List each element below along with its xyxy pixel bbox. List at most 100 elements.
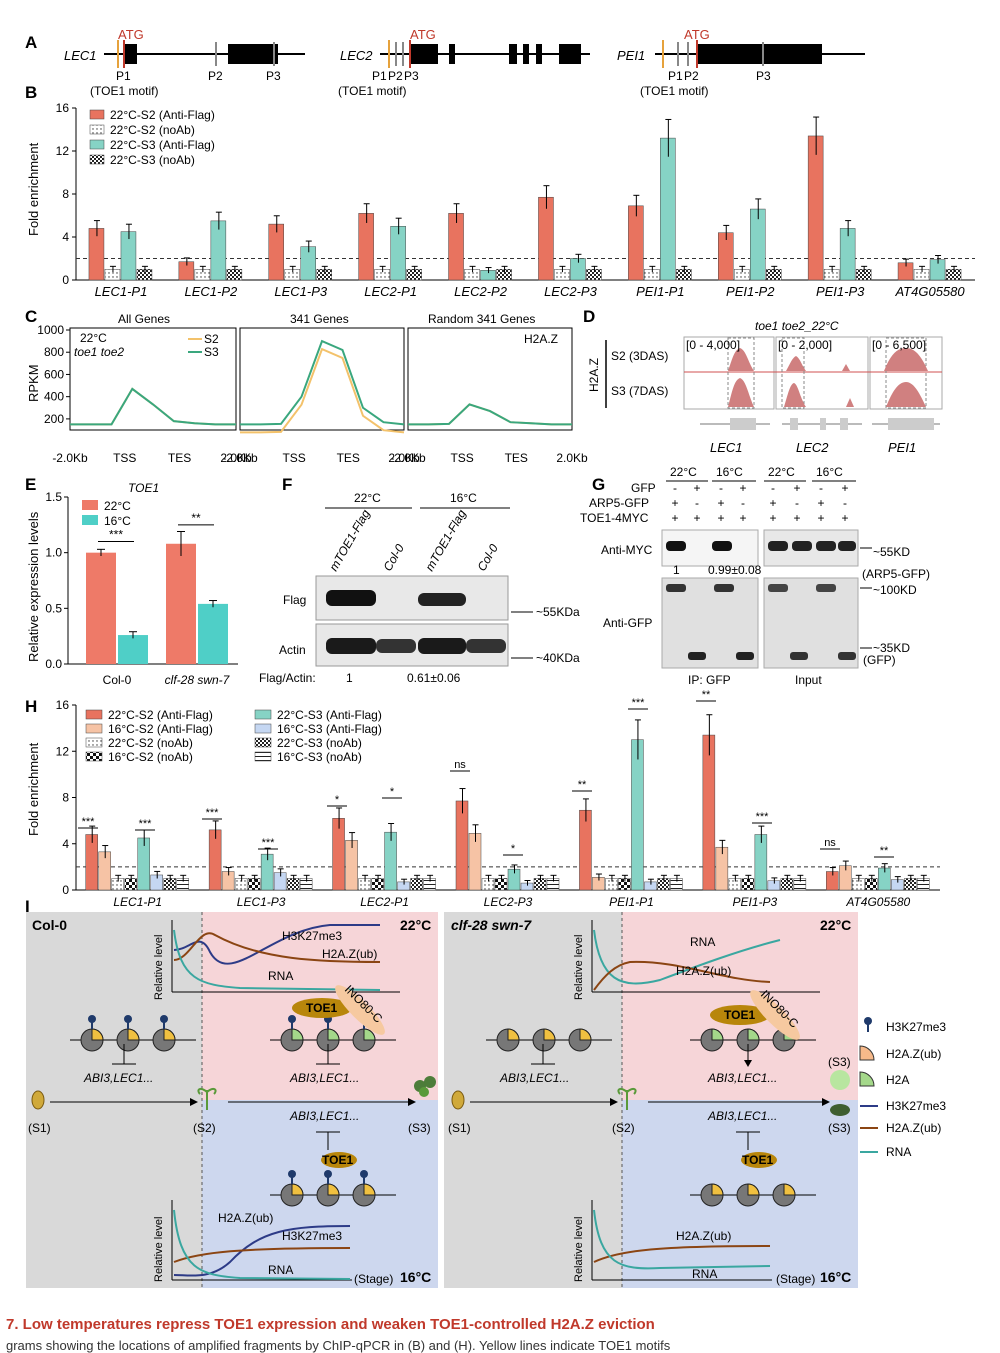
svg-text:Col-0: Col-0: [380, 541, 407, 573]
svg-text:H2A: H2A: [886, 1073, 909, 1087]
legend-swatch: [254, 751, 272, 762]
x-tick-label: -2.0Kb: [52, 451, 88, 465]
y-tick-label: 0: [62, 273, 69, 287]
legend-label: 22°C-S2 (Anti-Flag): [110, 108, 215, 122]
svg-text:H2A.Z(ub): H2A.Z(ub): [218, 1211, 273, 1225]
x-tick-label: TES: [505, 451, 528, 465]
bar: [198, 603, 228, 664]
y-tick-label: 8: [62, 187, 69, 201]
bar: [750, 208, 766, 281]
svg-text:H3K27me3: H3K27me3: [282, 1229, 342, 1243]
legend-label: 16°C: [104, 514, 131, 528]
x-tick-label: 2.0Kb: [556, 451, 588, 465]
legend-swatch: [85, 723, 103, 734]
svg-text:Relative level: Relative level: [153, 1217, 165, 1282]
svg-text:ABI3,LEC1...: ABI3,LEC1...: [289, 1071, 359, 1085]
bar: [807, 135, 824, 281]
svg-text:(GFP): (GFP): [863, 653, 896, 667]
panel-b: B Fold enrichment 0 4 8 12 16 LEC1-P1 LEC1-P2 L…: [25, 83, 975, 299]
x-tick-label: -2.0Kb: [222, 451, 258, 465]
svg-text:H3K27me3: H3K27me3: [282, 929, 342, 943]
legend-label: 22°C-S3 (Anti-Flag): [277, 708, 382, 722]
category-label: AT4G05580: [894, 284, 965, 299]
y-tick-label: 16: [56, 101, 70, 115]
panel-d: D toe1 toe2_22°C H2A.Z S2 (3DAS) S3 (7DA…: [583, 307, 943, 455]
svg-text:E: E: [25, 475, 36, 494]
y-tick-label: 200: [44, 412, 64, 426]
sign-mark: +: [739, 481, 746, 495]
svg-text:22°C: 22°C: [670, 465, 697, 479]
significance: **: [191, 511, 201, 525]
legend-label: 22°C-S3 (Anti-Flag): [110, 138, 215, 152]
category-label: AT4G05580: [845, 895, 910, 909]
svg-text:1: 1: [346, 671, 353, 685]
svg-text:Input: Input: [795, 673, 822, 687]
panel-i: I Col-0 clf-28 swn-7 22°C 22°C 16°C 16°C…: [25, 897, 946, 1288]
svg-text:S2 (3DAS): S2 (3DAS): [611, 349, 668, 363]
svg-text:TOE1: TOE1: [322, 1153, 353, 1167]
svg-text:TOE1: TOE1: [306, 1001, 337, 1015]
y-tick-label: 1.0: [45, 546, 62, 560]
svg-text:[0 - 6,500]: [0 - 6,500]: [872, 338, 926, 352]
x-tick-label: TSS: [282, 451, 305, 465]
panel-a-label: A: [25, 33, 37, 52]
svg-text:RNA: RNA: [690, 935, 715, 949]
category-label: LEC1-P2: [184, 284, 238, 299]
significance: ***: [109, 528, 123, 542]
category-label: LEC1-P3: [274, 284, 328, 299]
svg-text:Anti-GFP: Anti-GFP: [603, 616, 652, 630]
svg-text:ATG: ATG: [684, 27, 710, 42]
bar: [86, 552, 116, 664]
x-tick-label: TES: [168, 451, 191, 465]
legend-label: 22°C-S3 (noAb): [110, 153, 195, 167]
svg-text:Flag: Flag: [283, 593, 306, 607]
panel-a: A LEC1 ATG P1 P2 P3 (TOE1 motif) LEC2 AT…: [25, 27, 865, 98]
category-label: clf-28 swn-7: [165, 673, 231, 687]
bar: [166, 543, 196, 664]
x-tick-label: 2.0Kb: [388, 451, 420, 465]
svg-text:ABI3,LEC1...: ABI3,LEC1...: [707, 1109, 777, 1123]
significance: *: [511, 843, 516, 855]
significance: **: [702, 689, 711, 701]
svg-text:mTOE1-Flag: mTOE1-Flag: [422, 507, 469, 574]
h3k27me3-mark: [160, 1015, 168, 1023]
sign-mark: -: [819, 481, 823, 495]
bar: [631, 739, 644, 891]
h3k27me3-mark: [88, 1015, 96, 1023]
significance: ***: [139, 818, 153, 830]
svg-text:~35KD: ~35KD: [873, 641, 910, 655]
line-s3: [70, 387, 236, 426]
svg-text:ATG: ATG: [410, 27, 436, 42]
significance: ***: [262, 837, 276, 849]
sign-mark: +: [769, 511, 776, 525]
svg-text:ABI3,LEC1...: ABI3,LEC1...: [289, 1109, 359, 1123]
svg-text:~40KDa: ~40KDa: [536, 651, 580, 665]
svg-text:0.99±0.08: 0.99±0.08: [708, 563, 762, 577]
primer-label: P1: [116, 69, 131, 83]
primer-label: P2: [208, 69, 223, 83]
y-tick-label: 800: [44, 345, 64, 359]
bar: [118, 635, 148, 664]
gene-lec2-name: LEC2: [340, 48, 373, 63]
legend-label: 22°C: [104, 499, 131, 513]
svg-text:H2A.Z(ub): H2A.Z(ub): [676, 1229, 731, 1243]
significance: ns: [454, 759, 466, 771]
legend-swatch: [254, 737, 272, 748]
significance: ns: [824, 837, 836, 849]
legend-swatch: [82, 500, 98, 510]
bar: [448, 213, 464, 281]
svg-text:S2: S2: [204, 332, 219, 346]
svg-text:16°C: 16°C: [400, 1269, 431, 1285]
svg-text:RNA: RNA: [886, 1145, 911, 1159]
category-label: LEC1-P3: [237, 895, 286, 909]
significance: *: [390, 786, 395, 798]
panel-e-title: TOE1: [128, 481, 159, 495]
sign-mark: -: [719, 481, 723, 495]
svg-text:TOE1: TOE1: [724, 1008, 755, 1022]
panel-c-title: All Genes: [118, 312, 170, 326]
svg-text:P1: P1: [372, 69, 387, 83]
bar: [268, 223, 284, 281]
bar: [579, 809, 592, 891]
svg-text:22°C: 22°C: [820, 917, 851, 933]
category-label: PEI1-P2: [726, 284, 775, 299]
